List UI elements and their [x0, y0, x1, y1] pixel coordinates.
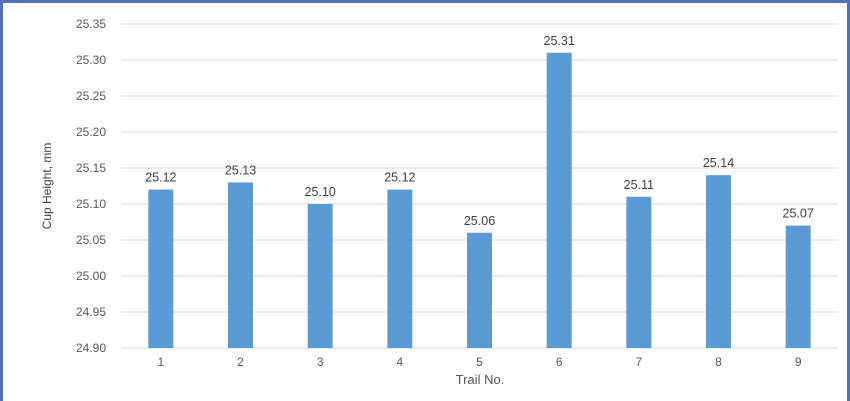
x-tick-label: 3 — [317, 355, 324, 369]
data-label: 25.12 — [145, 171, 176, 185]
y-tick-label: 25.25 — [76, 89, 106, 103]
bar-4 — [387, 189, 413, 348]
y-axis-title: Cup Height, mm — [40, 143, 54, 230]
data-label: 25.31 — [544, 34, 575, 48]
y-axis-ticks: 24.90 24.95 25.00 25.05 25.10 25.15 25.20 25.25… — [76, 17, 106, 355]
x-axis-ticks: 1 2 3 4 5 6 7 8 9 — [157, 355, 801, 369]
bar-9 — [785, 225, 811, 348]
y-tick-label: 25.30 — [76, 53, 106, 67]
data-labels: 25.12 25.13 25.10 25.12 25.06 25.31 25.11 25.14… — [145, 34, 814, 228]
data-label: 25.11 — [624, 178, 654, 192]
bar-6 — [546, 52, 572, 349]
data-label: 25.14 — [703, 156, 734, 170]
y-tick-label: 25.35 — [76, 17, 106, 31]
x-tick-label: 4 — [396, 355, 403, 369]
y-tick-label: 25.20 — [76, 125, 106, 139]
y-tick-label: 25.05 — [76, 233, 106, 247]
x-axis-title: Trail No. — [456, 372, 505, 387]
bar-5 — [467, 232, 492, 348]
x-tick-label: 6 — [556, 355, 563, 369]
data-label: 25.13 — [225, 163, 256, 177]
y-tick-label: 25.00 — [76, 269, 106, 283]
bar-1 — [148, 189, 174, 348]
bar-2 — [228, 182, 253, 348]
data-label: 25.07 — [783, 207, 814, 221]
bar-7 — [626, 196, 652, 348]
data-label: 25.10 — [305, 185, 336, 199]
x-tick-label: 5 — [476, 355, 483, 369]
x-tick-label: 9 — [795, 355, 802, 369]
bar-3 — [307, 204, 333, 348]
data-label: 25.06 — [464, 214, 495, 228]
bars — [148, 52, 811, 349]
data-label: 25.12 — [384, 171, 415, 185]
x-tick-label: 7 — [635, 355, 642, 369]
x-tick-label: 2 — [237, 355, 244, 369]
x-tick-label: 1 — [157, 355, 164, 369]
bar-8 — [706, 175, 731, 348]
y-tick-label: 25.15 — [76, 161, 106, 175]
y-tick-label: 24.95 — [76, 305, 106, 319]
y-tick-label: 25.10 — [76, 197, 106, 211]
x-tick-label: 8 — [715, 355, 722, 369]
y-tick-label: 24.90 — [76, 341, 106, 355]
